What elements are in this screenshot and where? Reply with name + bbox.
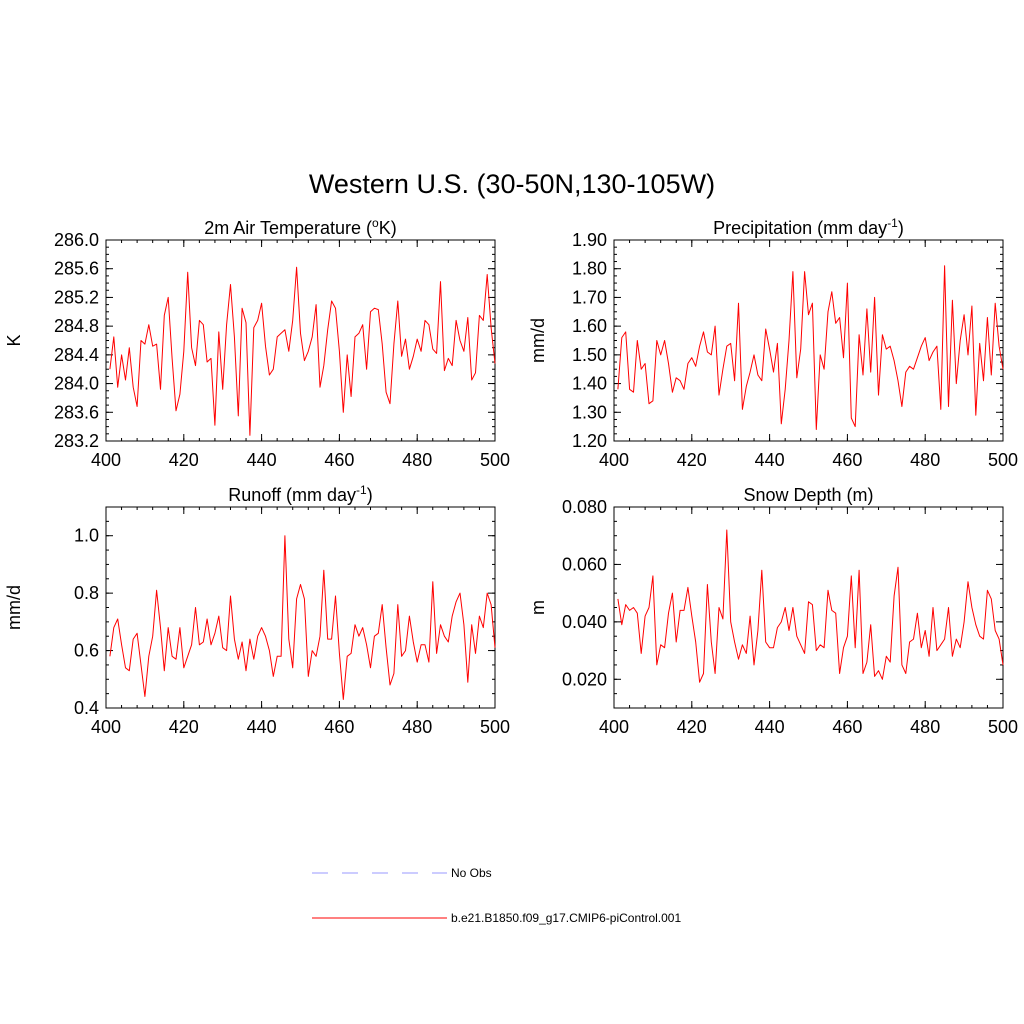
panel-air-temperature: 2m Air Temperature (oK) 283.2 283.6 284.0 28… (4, 216, 510, 470)
panel-title-text: Runoff (mm day (228, 485, 356, 505)
panel-title-precipitation: Precipitation (mm day-1) (713, 216, 904, 238)
panel-title-snow-depth: Snow Depth (m) (743, 485, 873, 505)
x-tick-label: 400 (599, 450, 629, 470)
panel-title-text-end: ) (367, 485, 373, 505)
x-tick-label: 500 (480, 450, 510, 470)
x-tick-label: 440 (755, 717, 785, 737)
series-line-runoff (109, 535, 496, 700)
x-tick-label: 480 (910, 717, 940, 737)
legend-entry-model: b.e21.B1850.f09_g17.CMIP6-piControl.001 (312, 911, 681, 925)
panel-title-text-end: ) (898, 218, 904, 238)
x-tick-label: 500 (988, 717, 1018, 737)
panel-title-text: 2m Air Temperature ( (204, 218, 372, 238)
y-axis-label: mm/d (528, 318, 548, 363)
panel-title-air-temperature: 2m Air Temperature (oK) (204, 216, 396, 238)
y-tick-label: 1.60 (572, 316, 607, 336)
y-tick-label: 283.2 (54, 431, 99, 451)
y-tick-label: 1.80 (572, 259, 607, 279)
panel-precipitation: Precipitation (mm day-1) 1.20 1.30 1.40 1.50… (528, 216, 1018, 470)
x-tick-label: 460 (324, 450, 354, 470)
panel-title-superscript: o (372, 216, 379, 230)
y-tick-label: 285.6 (54, 259, 99, 279)
y-tick-label: 0.060 (562, 554, 607, 574)
y-tick-label: 1.0 (74, 526, 99, 546)
y-tick-label: 285.2 (54, 287, 99, 307)
x-tick-label: 440 (247, 450, 277, 470)
x-tick-label: 420 (677, 717, 707, 737)
plot-frame (105, 239, 496, 442)
x-tick-label: 460 (324, 717, 354, 737)
x-tick-label: 400 (91, 450, 121, 470)
y-tick-label: 1.20 (572, 431, 607, 451)
legend-label-model: b.e21.B1850.f09_g17.CMIP6-piControl.001 (451, 911, 681, 925)
legend-entry-no-obs: No Obs (312, 866, 492, 880)
panel-runoff: Runoff (mm day-1) 0.4 0.6 0.8 1.0 400 420 440 46… (4, 483, 510, 737)
x-tick-label: 480 (910, 450, 940, 470)
panel-title-text: Snow Depth (m) (743, 485, 873, 505)
panel-title-text-end: K) (379, 218, 397, 238)
series-line-air-temperature (109, 266, 496, 436)
x-tick-label: 440 (247, 717, 277, 737)
y-tick-label: 0.6 (74, 641, 99, 661)
y-axis-label: mm/d (4, 585, 24, 630)
y-tick-label: 0.040 (562, 612, 607, 632)
panels: 2m Air Temperature (oK)283.2283.6284.028… (4, 216, 1018, 737)
y-tick-label: 283.6 (54, 402, 99, 422)
x-tick-label: 400 (599, 717, 629, 737)
legend-label-no-obs: No Obs (451, 866, 492, 880)
y-tick-label: 286.0 (54, 230, 99, 250)
y-tick-label: 284.0 (54, 374, 99, 394)
x-tick-label: 480 (402, 450, 432, 470)
x-tick-label: 420 (169, 717, 199, 737)
x-tick-label: 400 (91, 717, 121, 737)
y-tick-label: 1.40 (572, 374, 607, 394)
x-tick-label: 420 (169, 450, 199, 470)
plot-frame (105, 506, 496, 709)
y-tick-label: 0.8 (74, 583, 99, 603)
x-tick-label: 500 (988, 450, 1018, 470)
legend: No Obs b.e21.B1850.f09_g17.CMIP6-piContr… (312, 866, 681, 925)
x-tick-label: 480 (402, 717, 432, 737)
panel-snow-depth: Snow Depth (m) 0.020 0.040 0.060 0.080 400 420… (528, 485, 1018, 737)
x-tick-label: 460 (832, 450, 862, 470)
figure-title: Western U.S. (30-50N,130-105W) (309, 169, 715, 199)
series-line-precipitation (617, 265, 1004, 430)
y-tick-label: 0.080 (562, 497, 607, 517)
panel-title-runoff: Runoff (mm day-1) (228, 483, 372, 505)
y-tick-label: 284.8 (54, 316, 99, 336)
y-tick-label: 0.4 (74, 698, 99, 718)
x-tick-label: 460 (832, 717, 862, 737)
y-tick-label: 1.70 (572, 287, 607, 307)
y-tick-label: 1.50 (572, 345, 607, 365)
y-tick-label: 284.4 (54, 345, 99, 365)
y-tick-label: 1.30 (572, 402, 607, 422)
x-tick-label: 440 (755, 450, 785, 470)
x-tick-label: 420 (677, 450, 707, 470)
series-line-snow-depth (617, 529, 1004, 683)
y-axis-label: m (528, 600, 548, 615)
panel-title-superscript: -1 (356, 483, 367, 497)
x-tick-label: 500 (480, 717, 510, 737)
y-tick-label: 1.90 (572, 230, 607, 250)
panel-title-superscript: -1 (887, 216, 898, 230)
y-tick-label: 0.020 (562, 669, 607, 689)
y-axis-label: K (4, 334, 24, 346)
panel-title-text: Precipitation (mm day (713, 218, 887, 238)
